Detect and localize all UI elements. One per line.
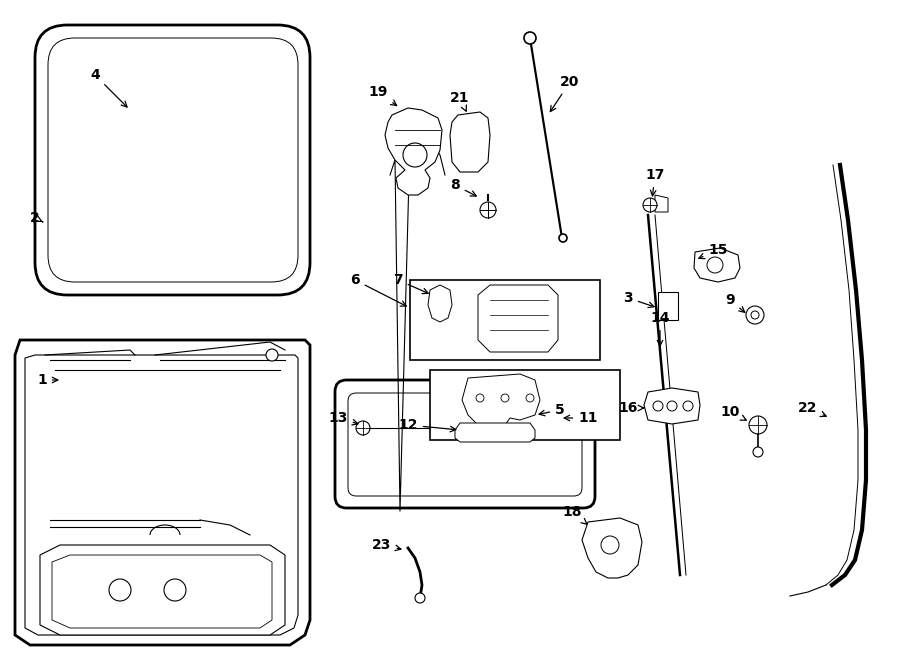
Polygon shape	[462, 374, 540, 428]
Circle shape	[753, 447, 763, 457]
Circle shape	[751, 311, 759, 319]
Circle shape	[667, 401, 677, 411]
Bar	[410, 280, 600, 360]
Circle shape	[415, 593, 425, 603]
Text: 5: 5	[539, 403, 565, 417]
Circle shape	[480, 202, 496, 218]
Circle shape	[39, 216, 47, 224]
Polygon shape	[455, 423, 535, 442]
Circle shape	[653, 401, 663, 411]
Circle shape	[707, 257, 723, 273]
FancyBboxPatch shape	[48, 38, 298, 282]
Circle shape	[501, 394, 509, 402]
Circle shape	[109, 579, 131, 601]
Text: 10: 10	[720, 405, 746, 420]
Circle shape	[683, 401, 693, 411]
Text: 14: 14	[650, 311, 670, 346]
FancyBboxPatch shape	[45, 375, 290, 510]
Circle shape	[601, 536, 619, 554]
Text: 9: 9	[725, 293, 745, 313]
Polygon shape	[644, 388, 700, 424]
Text: 11: 11	[564, 411, 598, 425]
FancyBboxPatch shape	[58, 388, 277, 498]
Text: 4: 4	[90, 68, 127, 107]
Circle shape	[403, 143, 427, 167]
Text: 7: 7	[393, 273, 428, 293]
FancyBboxPatch shape	[35, 25, 310, 295]
Text: 19: 19	[368, 85, 397, 106]
Polygon shape	[52, 555, 272, 628]
Bar	[658, 292, 678, 320]
Text: 22: 22	[798, 401, 826, 416]
FancyBboxPatch shape	[348, 393, 582, 496]
Circle shape	[749, 416, 767, 434]
Circle shape	[356, 421, 370, 435]
Polygon shape	[694, 248, 740, 282]
Bar	[430, 370, 620, 440]
Polygon shape	[450, 112, 490, 172]
Polygon shape	[25, 355, 298, 635]
Circle shape	[34, 211, 52, 229]
Text: 8: 8	[450, 178, 476, 196]
Circle shape	[266, 349, 278, 361]
Text: 15: 15	[698, 243, 728, 258]
Polygon shape	[478, 285, 558, 352]
Text: 6: 6	[350, 273, 406, 306]
Polygon shape	[385, 108, 442, 195]
Polygon shape	[655, 195, 668, 212]
Polygon shape	[582, 518, 642, 578]
Text: 21: 21	[450, 91, 470, 111]
Circle shape	[164, 579, 186, 601]
Circle shape	[476, 394, 484, 402]
Text: 13: 13	[328, 411, 358, 425]
FancyBboxPatch shape	[335, 380, 595, 508]
Polygon shape	[40, 545, 285, 635]
Polygon shape	[428, 285, 452, 322]
Circle shape	[559, 234, 567, 242]
Text: 3: 3	[623, 291, 654, 307]
Circle shape	[643, 198, 657, 212]
Text: 12: 12	[398, 418, 455, 432]
Circle shape	[524, 32, 536, 44]
Text: 20: 20	[550, 75, 580, 112]
Text: 2: 2	[30, 211, 42, 225]
Text: 18: 18	[562, 505, 587, 524]
Text: 23: 23	[373, 538, 400, 552]
Polygon shape	[15, 340, 310, 645]
Circle shape	[526, 394, 534, 402]
Text: 17: 17	[645, 168, 665, 196]
Text: 1: 1	[37, 373, 58, 387]
Text: 16: 16	[618, 401, 644, 415]
Circle shape	[746, 306, 764, 324]
